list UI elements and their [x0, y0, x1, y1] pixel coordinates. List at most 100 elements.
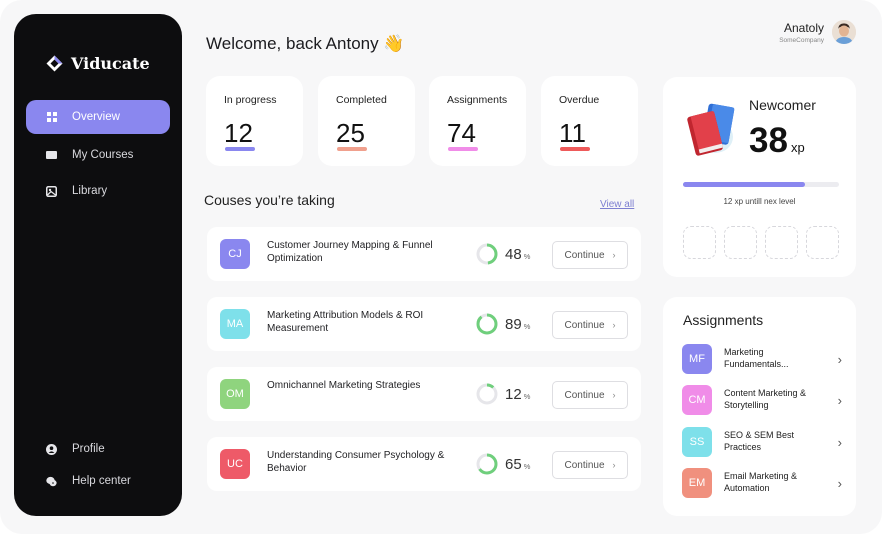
chevron-right-icon: › — [612, 460, 616, 470]
sidebar-item-profile[interactable]: Profile — [26, 432, 170, 466]
stat-accent-bar — [560, 147, 590, 151]
stat-label: Assignments — [447, 94, 508, 106]
course-card: MA Marketing Attribution Models & ROI Me… — [207, 297, 641, 351]
course-title: Customer Journey Mapping & Funnel Optimi… — [267, 240, 433, 264]
course-badge: MA — [220, 309, 250, 339]
badge-slot — [724, 226, 757, 259]
course-badge: OM — [220, 379, 250, 409]
chevron-right-icon: › — [837, 476, 842, 491]
course-badge: UC — [220, 449, 250, 479]
sidebar-item-label: Overview — [72, 111, 120, 123]
sidebar-item-label: Help center — [72, 475, 131, 487]
stat-card-assignments: Assignments 74 — [429, 76, 526, 166]
progress-ring — [476, 453, 498, 475]
progress-ring — [476, 383, 498, 405]
progress-ring-arc — [476, 313, 498, 335]
chevron-right-icon: › — [837, 352, 842, 367]
progress-ring-arc — [476, 453, 498, 475]
xp-note: 12 xp untill nex level — [723, 197, 796, 206]
user-menu[interactable]: Anatoly SomeCompany — [779, 20, 856, 44]
assignment-title: Marketing Fundamentals... — [724, 347, 789, 369]
assignments-title: Assignments — [683, 312, 764, 328]
stat-card-completed: Completed 25 — [318, 76, 415, 166]
chevron-right-icon: › — [837, 393, 842, 408]
stat-label: In progress — [224, 94, 277, 106]
avatar[interactable] — [832, 20, 856, 44]
chevron-right-icon: › — [612, 390, 616, 400]
help-chat-icon — [46, 476, 57, 487]
badge-slot — [683, 226, 716, 259]
stat-accent-bar — [337, 147, 367, 151]
logo-icon — [46, 55, 63, 72]
course-percent: 48% — [505, 246, 531, 263]
grid-icon — [46, 112, 57, 123]
assignment-item[interactable]: SS SEO & SEM Best Practices › — [682, 427, 842, 457]
continue-button[interactable]: Continue › — [552, 311, 628, 339]
progress-ring-track — [476, 383, 498, 405]
continue-button[interactable]: Continue › — [552, 241, 628, 269]
continue-button[interactable]: Continue › — [552, 381, 628, 409]
image-icon — [46, 185, 57, 197]
continue-button[interactable]: Continue › — [552, 451, 628, 479]
stat-value: 74 — [447, 118, 476, 148]
assignment-badge: EM — [682, 468, 712, 498]
user-company: SomeCompany — [779, 36, 824, 44]
assignment-item[interactable]: CM Content Marketing & Storytelling › — [682, 385, 842, 415]
course-card: OM Omnichannel Marketing Strategies 12% … — [207, 367, 641, 421]
sidebar-item-help-center[interactable]: Help center — [26, 464, 170, 498]
user-name: Anatoly — [783, 20, 824, 35]
course-icon — [46, 150, 57, 161]
view-all-link[interactable]: View all — [600, 199, 635, 210]
assignment-badge: SS — [682, 427, 712, 457]
stat-card-in-progress: In progress 12 — [206, 76, 303, 166]
course-badge: CJ — [220, 239, 250, 269]
stat-value: 25 — [336, 118, 365, 148]
xp-progress-bar — [683, 182, 839, 187]
assignments-card: Assignments MF Marketing Fundamentals...… — [663, 297, 856, 516]
sidebar-item-label: Library — [72, 185, 108, 197]
profile-icon — [46, 443, 57, 455]
assignment-item[interactable]: EM Email Marketing & Automation › — [682, 468, 842, 498]
badge-slot — [765, 226, 798, 259]
sidebar: Viducate Overview My Courses Library Pro… — [14, 14, 182, 516]
course-percent: 89% — [505, 316, 531, 333]
assignment-title: SEO & SEM Best Practices — [724, 430, 795, 452]
course-title: Understanding Consumer Psychology & Beha… — [267, 450, 445, 474]
course-percent: 12% — [505, 386, 531, 403]
stat-accent-bar — [448, 147, 478, 151]
stat-label: Completed — [336, 94, 387, 106]
progress-ring — [476, 243, 498, 265]
sidebar-item-my-courses[interactable]: My Courses — [26, 138, 170, 172]
assignment-title: Email Marketing & Automation — [724, 471, 798, 493]
chevron-right-icon: › — [612, 250, 616, 260]
stat-label: Overdue — [559, 94, 600, 106]
xp-progress-fill — [683, 182, 805, 187]
sidebar-item-overview[interactable]: Overview — [26, 100, 170, 134]
brand[interactable]: Viducate — [46, 54, 150, 73]
page-title: Welcome, back Antony 👋 — [206, 34, 405, 53]
stat-accent-bar — [225, 147, 255, 151]
assignment-badge: CM — [682, 385, 712, 415]
progress-ring — [476, 313, 498, 335]
books-icon — [685, 97, 743, 159]
level-name: Newcomer — [749, 97, 816, 113]
chevron-right-icon: › — [837, 435, 842, 450]
course-title: Omnichannel Marketing Strategies — [267, 380, 421, 391]
courses-section-title: Couses you’re taking — [204, 192, 335, 208]
progress-ring-arc — [476, 383, 498, 405]
sidebar-item-label: My Courses — [72, 149, 134, 161]
level-xp: 38 xp — [749, 121, 805, 160]
sidebar-item-label: Profile — [72, 443, 105, 455]
course-title: Marketing Attribution Models & ROI Measu… — [267, 310, 424, 334]
user-info: Anatoly SomeCompany — [779, 21, 824, 44]
course-card: CJ Customer Journey Mapping & Funnel Opt… — [207, 227, 641, 281]
stat-value: 11 — [559, 118, 586, 148]
sidebar-item-library[interactable]: Library — [26, 174, 170, 208]
assignment-item[interactable]: MF Marketing Fundamentals... › — [682, 344, 842, 374]
course-card: UC Understanding Consumer Psychology & B… — [207, 437, 641, 491]
assignment-title: Content Marketing & Storytelling — [724, 388, 807, 410]
level-card: Newcomer 38 xp 12 xp untill nex level — [663, 77, 856, 277]
badge-slot — [806, 226, 839, 259]
progress-ring-arc — [476, 243, 498, 265]
